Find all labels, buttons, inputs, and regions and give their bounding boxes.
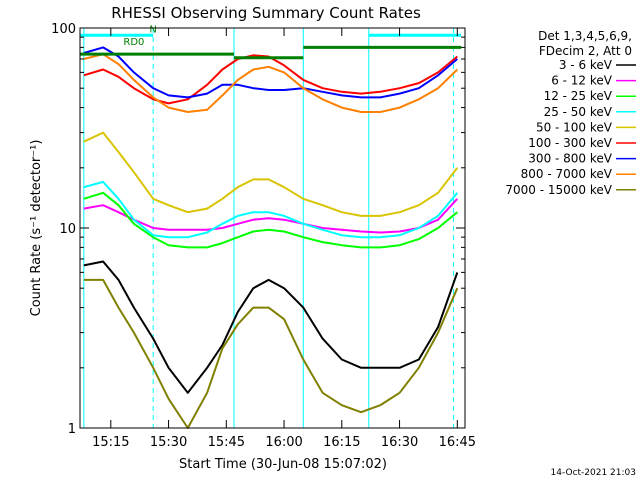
y-tick-label: 100 bbox=[51, 22, 76, 37]
x-tick-label: 16:45 bbox=[439, 435, 476, 450]
y-tick-label: 10 bbox=[59, 222, 76, 237]
legend-label: 300 - 800 keV bbox=[528, 152, 612, 166]
series-line-6 bbox=[83, 54, 458, 105]
legend-header: FDecim 2, Att 0 bbox=[539, 44, 632, 58]
legend-label: 7000 - 15000 keV bbox=[505, 183, 612, 197]
legend-label: 100 - 300 keV bbox=[528, 136, 612, 150]
annotation-label: RD0 bbox=[123, 37, 144, 48]
x-tick-label: 15:15 bbox=[92, 435, 129, 450]
legend-label: 50 - 100 keV bbox=[536, 120, 613, 134]
chart-title: RHESSI Observing Summary Count Rates bbox=[111, 4, 421, 22]
footer-date: 14-Oct-2021 21:03 bbox=[551, 468, 636, 478]
axis-ticks: 15:15 15:30 15:45 16:00 16:15 16:30 16:45 1 10 10… bbox=[51, 22, 476, 450]
y-tick-label: 1 bbox=[68, 422, 76, 437]
x-tick-label: 15:45 bbox=[208, 435, 245, 450]
series-line-2 bbox=[83, 198, 459, 234]
x-tick-label: 15:30 bbox=[150, 435, 187, 450]
legend-label: 6 - 12 keV bbox=[551, 74, 613, 88]
legend-label: 12 - 25 keV bbox=[544, 89, 613, 103]
series-line-4 bbox=[83, 180, 459, 239]
plot-area: N RD0 bbox=[80, 24, 462, 429]
series-line-7 bbox=[83, 46, 458, 99]
annotation-label: N bbox=[149, 24, 156, 35]
legend-label: 800 - 7000 keV bbox=[521, 167, 613, 181]
y-axis-label: Count Rate (s⁻¹ detector⁻¹) bbox=[29, 140, 44, 317]
x-tick-label: 16:00 bbox=[265, 435, 302, 450]
plot-frame bbox=[79, 27, 466, 429]
x-tick-label: 16:15 bbox=[323, 435, 360, 450]
series-line-3 bbox=[83, 191, 458, 249]
series-line-9 bbox=[83, 278, 459, 429]
series-line-1 bbox=[83, 260, 459, 394]
legend-label: 3 - 6 keV bbox=[559, 58, 613, 72]
series-line-8 bbox=[83, 53, 458, 113]
legend: Det 1,3,4,5,6,9,FDecim 2, Att 03 - 6 keV… bbox=[505, 29, 636, 197]
x-axis-label: Start Time (30-Jun-08 15:07:02) bbox=[179, 457, 387, 472]
legend-header: Det 1,3,4,5,6,9, bbox=[538, 29, 632, 43]
series-line-5 bbox=[83, 131, 459, 217]
x-tick-label: 16:30 bbox=[381, 435, 418, 450]
legend-label: 25 - 50 keV bbox=[544, 105, 613, 119]
